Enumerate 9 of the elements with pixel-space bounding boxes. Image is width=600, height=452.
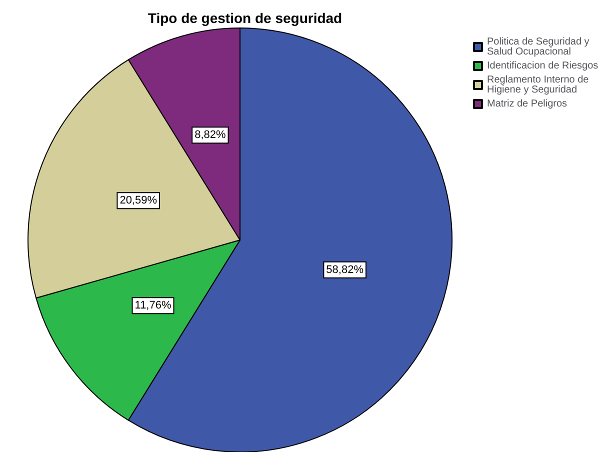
data-label: 58,82% <box>326 264 364 276</box>
legend-label: Identificacion de Riesgos <box>487 60 598 72</box>
chart-title: Tipo de gestion de seguridad <box>148 10 342 26</box>
data-label: 20,59% <box>120 194 158 207</box>
data-label: 8,82% <box>194 129 226 142</box>
legend-label: Reglamento Interno de Higiene y Seguridad <box>487 74 592 96</box>
legend-label: Matriz de Peligros <box>487 98 568 110</box>
data-label: 11,76% <box>134 300 172 312</box>
legend-label: Politica de Seguridad y Salud Ocupacional <box>487 36 592 58</box>
